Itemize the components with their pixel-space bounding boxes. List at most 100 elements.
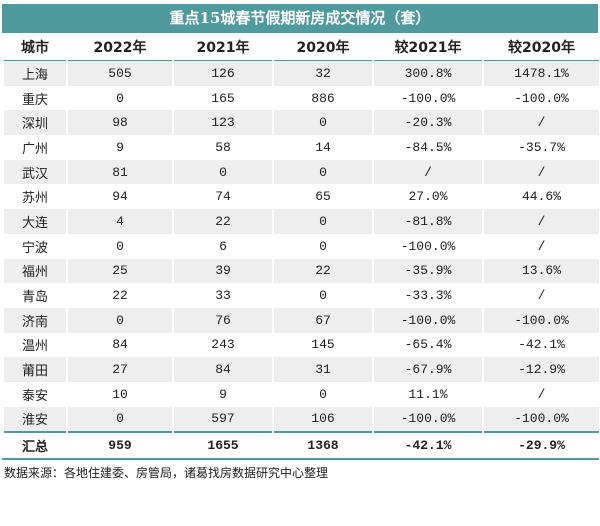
table-cell: 4: [66, 209, 173, 234]
table-cell: -100.0%: [482, 307, 599, 333]
table-cell: 106: [272, 406, 373, 433]
total-cell: 959: [66, 431, 173, 460]
table-cell: 165: [172, 85, 273, 111]
table-cell: 温州: [2, 332, 67, 358]
table-cell: /: [482, 159, 599, 185]
table-body: 上海 505 126 32 300.8% 1478.1% 重庆 0 165 886 -100.0% -…: [2, 60, 599, 433]
table-row: 莆田 27 84 31 -67.9% -12.9%: [2, 357, 599, 382]
table-cell: 0: [272, 110, 373, 136]
table-cell: 深圳: [2, 110, 67, 136]
source-note: 数据来源：各地住建委、房管局，诸葛找房数据研究中心整理: [4, 466, 329, 480]
table-cell: 10: [66, 381, 173, 407]
table-cell: 123: [172, 110, 273, 136]
report: 重点15城春节假期新房成交情况（套） 城市 2022年 2021年 2020年 较202…: [2, 4, 599, 481]
table-row: 上海 505 126 32 300.8% 1478.1%: [2, 60, 599, 86]
table-cell: 58: [172, 135, 273, 160]
table-cell: 上海: [2, 60, 67, 86]
table-cell: -100.0%: [482, 85, 599, 111]
header-row: 城市 2022年 2021年 2020年 较2021年 较2020年: [2, 33, 599, 61]
table-cell: -12.9%: [482, 357, 599, 382]
table-cell: 广州: [2, 135, 67, 160]
table-cell: -84.5%: [372, 135, 483, 160]
table-cell: -100.0%: [372, 85, 483, 111]
table-cell: 886: [272, 85, 373, 111]
header-cell: 2021年: [172, 33, 273, 61]
table-cell: /: [482, 381, 599, 407]
table-cell: 25: [66, 258, 173, 284]
table-cell: 0: [272, 159, 373, 185]
table-cell: 0: [66, 406, 173, 433]
table-cell: 0: [272, 209, 373, 234]
table-cell: 13.6%: [482, 258, 599, 284]
header-cell: 2020年: [272, 33, 373, 61]
table-cell: 27: [66, 357, 173, 382]
table-row: 温州 84 243 145 -65.4% -42.1%: [2, 332, 599, 358]
table-cell: 74: [172, 184, 273, 210]
table-cell: 76: [172, 307, 273, 333]
total-cell: 1655: [172, 431, 273, 460]
table-cell: 33: [172, 283, 273, 308]
table-cell: 22: [172, 209, 273, 234]
table-cell: 98: [66, 110, 173, 136]
table-cell: 0: [272, 233, 373, 259]
table-cell: 0: [66, 85, 173, 111]
table-row: 福州 25 39 22 -35.9% 13.6%: [2, 258, 599, 284]
table-cell: -100.0%: [482, 406, 599, 433]
table-cell: 大连: [2, 209, 67, 234]
table-row: 深圳 98 123 0 -20.3% /: [2, 110, 599, 136]
header-cell: 2022年: [66, 33, 173, 61]
table-cell: 65: [272, 184, 373, 210]
table-cell: 84: [66, 332, 173, 358]
table-cell: 27.0%: [372, 184, 483, 210]
total-cell: -29.9%: [482, 431, 599, 460]
table-row: 淮安 0 597 106 -100.0% -100.0%: [2, 406, 599, 433]
table-cell: /: [482, 233, 599, 259]
table-cell: 宁波: [2, 233, 67, 259]
table-cell: 22: [272, 258, 373, 284]
table-cell: -20.3%: [372, 110, 483, 136]
table-cell: 青岛: [2, 283, 67, 308]
table-cell: -100.0%: [372, 406, 483, 433]
table-cell: 苏州: [2, 184, 67, 210]
table-cell: 武汉: [2, 159, 67, 185]
table-cell: -81.8%: [372, 209, 483, 234]
total-cell: -42.1%: [372, 431, 483, 460]
header-cell: 城市: [2, 33, 67, 61]
table-cell: 300.8%: [372, 60, 483, 86]
data-table: 城市 2022年 2021年 2020年 较2021年 较2020年 上海 505 126 32…: [2, 33, 599, 460]
table-cell: 9: [172, 381, 273, 407]
table-cell: 福州: [2, 258, 67, 284]
table-cell: 126: [172, 60, 273, 86]
total-cell: 汇总: [2, 431, 67, 460]
table-cell: 44.6%: [482, 184, 599, 210]
table-cell: -33.3%: [372, 283, 483, 308]
table-row: 苏州 94 74 65 27.0% 44.6%: [2, 184, 599, 210]
table-cell: 39: [172, 258, 273, 284]
table-cell: 81: [66, 159, 173, 185]
table-cell: -65.4%: [372, 332, 483, 358]
table-cell: 1478.1%: [482, 60, 599, 86]
table-cell: 11.1%: [372, 381, 483, 407]
table-title: 重点15城春节假期新房成交情况（套）: [2, 4, 598, 33]
table-cell: 泰安: [2, 381, 67, 407]
table-cell: -35.7%: [482, 135, 599, 160]
table-cell: 9: [66, 135, 173, 160]
header-cell: 较2021年: [372, 33, 483, 61]
table-row: 宁波 0 6 0 -100.0% /: [2, 233, 599, 259]
table-cell: -100.0%: [372, 307, 483, 333]
table-cell: /: [482, 209, 599, 234]
total-row: 汇总 959 1655 1368 -42.1% -29.9%: [2, 431, 599, 460]
table-cell: 莆田: [2, 357, 67, 382]
table-cell: /: [372, 159, 483, 185]
table-cell: -42.1%: [482, 332, 599, 358]
table-cell: 31: [272, 357, 373, 382]
table-cell: 济南: [2, 307, 67, 333]
table-cell: -67.9%: [372, 357, 483, 382]
table-row: 济南 0 76 67 -100.0% -100.0%: [2, 307, 599, 333]
header-cell: 较2020年: [482, 33, 599, 61]
table-cell: /: [482, 283, 599, 308]
table-cell: 32: [272, 60, 373, 86]
table-cell: 6: [172, 233, 273, 259]
table-row: 武汉 81 0 0//: [2, 159, 599, 185]
